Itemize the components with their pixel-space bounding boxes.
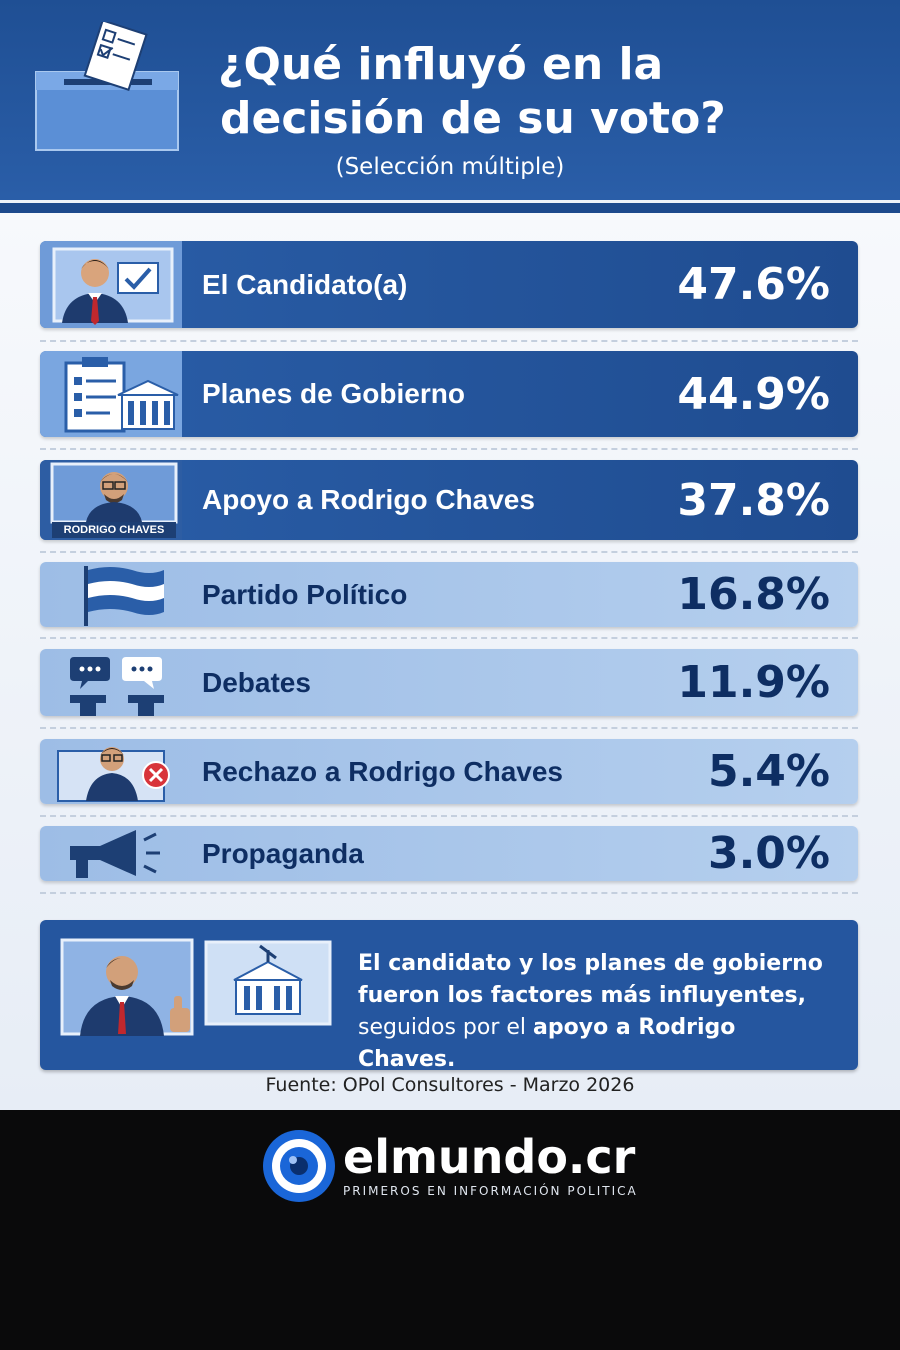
bar-row-support-rodrigo-chaves: RODRIGO CHAVES Apoyo a Rodrigo Chaves 37… (40, 460, 858, 540)
summary-line-2: fueron los factores más influyentes, (358, 983, 806, 1008)
bar-row-political-party: Partido Político 16.8% (40, 562, 858, 627)
bar-row-government-plans: Planes de Gobierno 44.9% (40, 351, 858, 437)
ballot-box-icon (35, 22, 179, 151)
summary-box: El candidato y los planes de gobierno fu… (40, 920, 858, 1072)
row-separator (40, 727, 858, 729)
summary-line-1: El candidato y los planes de gobierno (358, 951, 823, 976)
title-line-2: decisión de su voto? (220, 93, 726, 144)
row-separator (40, 340, 858, 342)
summary-line-3-bold: apoyo a Rodrigo Chaves. (358, 1015, 736, 1072)
bar-label-candidate: El Candidato(a) (202, 268, 408, 300)
bar-row-debates: Debates 11.9% (40, 649, 858, 716)
bar-value-government-plans: 44.9% (677, 368, 830, 420)
summary-line-3: seguidos por el apoyo a Rodrigo Chaves. (358, 1012, 838, 1076)
government-building-icon (204, 940, 332, 1026)
bar-label-political-party: Partido Político (202, 578, 408, 610)
candidate-icon (40, 241, 182, 328)
row-separator (40, 551, 858, 553)
row-separator (40, 637, 858, 639)
debate-icon (70, 657, 164, 716)
row-separator (40, 815, 858, 817)
bar-label-government-plans: Planes de Gobierno (202, 378, 465, 409)
summary-text: El candidato y los planes de gobierno fu… (358, 948, 838, 1076)
elmundo-logo-icon (263, 1130, 335, 1202)
bar-label-propaganda: Propaganda (202, 837, 364, 869)
row-separator (40, 892, 858, 894)
bar-row-propaganda: Propaganda 3.0% (40, 826, 858, 881)
header-divider (0, 203, 900, 213)
government-plans-icon (40, 351, 182, 437)
summary-line-3-normal: seguidos por el (358, 1015, 534, 1040)
rodrigo-chaves-portrait-icon (40, 460, 182, 540)
bar-row-candidate: El Candidato(a) 47.6% (40, 241, 858, 328)
source-note: Fuente: OPol Consultores - Marzo 2026 (265, 1074, 635, 1096)
candidate-thumbs-up-icon (60, 938, 194, 1036)
bar-value-propaganda: 3.0% (707, 828, 830, 879)
bar-value-political-party: 16.8% (677, 569, 830, 620)
brand-tagline: PRIMEROS EN INFORMACIÓN POLITICA (343, 1184, 638, 1198)
footer (0, 1110, 900, 1350)
page-title: ¿Qué influyó en la decisión de su voto? (218, 38, 858, 146)
rodrigo-chaves-badge: RODRIGO CHAVES (63, 524, 165, 536)
title-line-1: ¿Qué influyó en la (218, 39, 664, 90)
row-separator (40, 448, 858, 450)
bar-label-debates: Debates (202, 666, 311, 698)
rejection-icon (57, 747, 170, 802)
flag-icon (84, 566, 164, 626)
bar-value-candidate: 47.6% (677, 259, 830, 310)
bar-label-rejection-rodrigo-chaves: Rechazo a Rodrigo Chaves (202, 755, 563, 787)
bar-value-support-rodrigo-chaves: 37.8% (677, 474, 830, 526)
bar-value-rejection-rodrigo-chaves: 5.4% (707, 746, 830, 797)
subtitle: (Selección múltiple) (335, 154, 565, 180)
bar-value-debates: 11.9% (677, 657, 830, 708)
megaphone-icon (70, 830, 160, 878)
bar-row-rejection-rodrigo-chaves: Rechazo a Rodrigo Chaves 5.4% (40, 739, 858, 804)
brand-name: elmundo.cr (343, 1130, 636, 1184)
bar-label-support-rodrigo-chaves: Apoyo a Rodrigo Chaves (202, 484, 535, 515)
